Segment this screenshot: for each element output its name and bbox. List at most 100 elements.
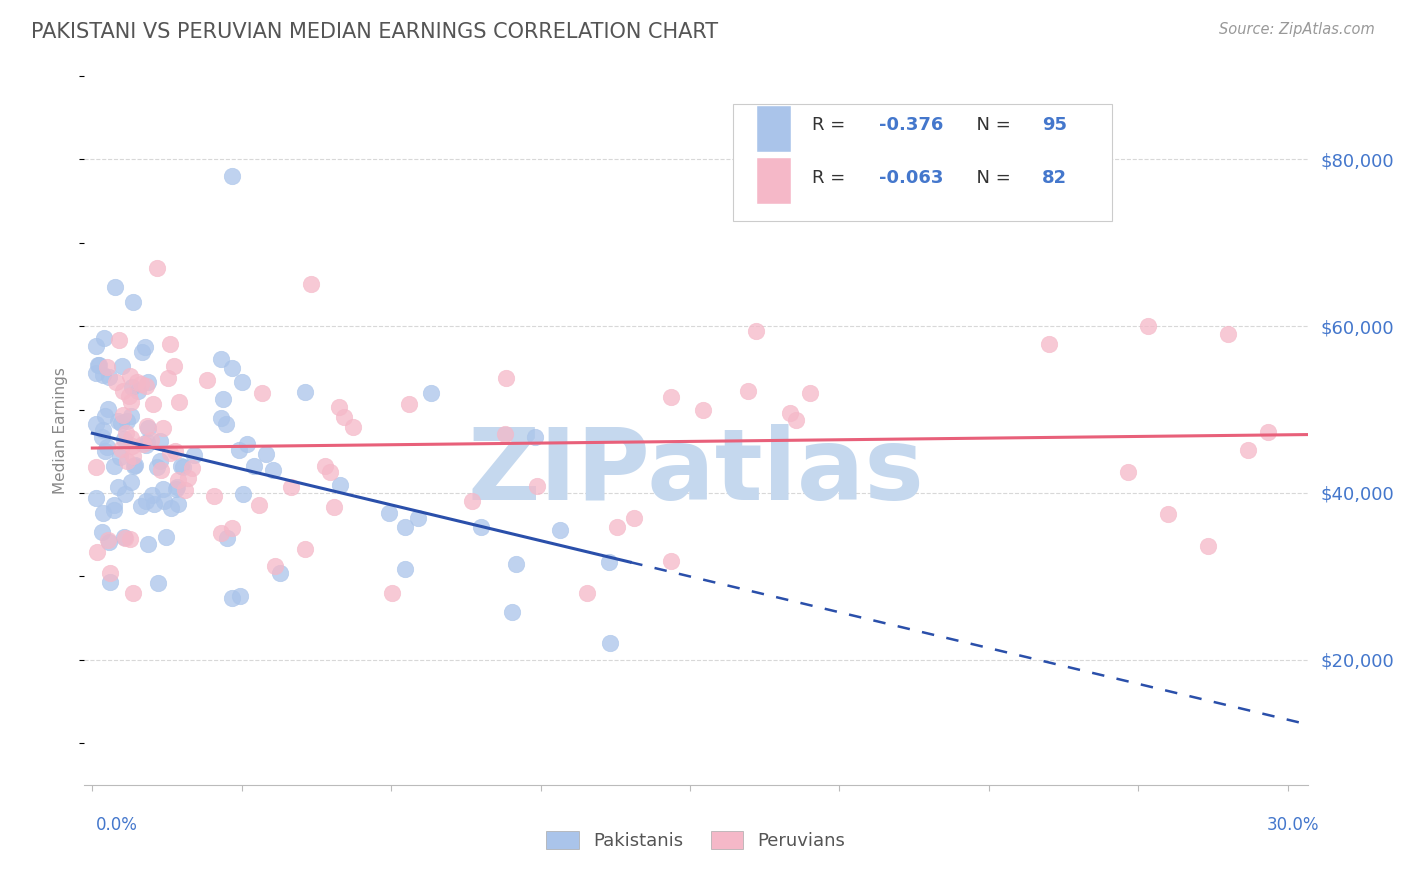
Text: 30.0%: 30.0% [1267, 816, 1319, 834]
Text: N =: N = [965, 116, 1017, 134]
Point [228, 589, 250, 603]
Point [160, 501, 183, 516]
Point [89, 358, 111, 372]
Point [323, 500, 346, 514]
Point [470, 520, 492, 534]
Point [163, 359, 186, 373]
Point [149, 434, 172, 448]
Point [195, 373, 218, 387]
Text: -0.376: -0.376 [880, 116, 943, 134]
Point [247, 498, 270, 512]
Point [111, 359, 134, 373]
Point [114, 486, 136, 500]
Point [121, 380, 143, 394]
Point [110, 416, 132, 430]
Point [243, 458, 266, 473]
Point [108, 333, 131, 347]
Point [692, 403, 714, 417]
Point [398, 397, 420, 411]
Point [97, 402, 120, 417]
Point [785, 413, 807, 427]
Point [136, 435, 159, 450]
FancyBboxPatch shape [758, 159, 792, 204]
Point [169, 395, 191, 409]
Point [420, 385, 443, 400]
Point [152, 482, 174, 496]
Point [599, 636, 621, 650]
Point [174, 483, 197, 498]
Point [505, 558, 527, 572]
Point [1197, 540, 1219, 554]
Point [115, 453, 138, 467]
Point [159, 337, 181, 351]
Point [606, 519, 628, 533]
Point [799, 385, 821, 400]
Point [93, 330, 115, 344]
Point [209, 525, 232, 540]
Point [214, 417, 236, 432]
Point [495, 371, 517, 385]
Point [87, 358, 110, 372]
Point [135, 379, 157, 393]
Point [177, 471, 200, 485]
Point [97, 533, 120, 548]
Point [202, 489, 225, 503]
Point [118, 369, 141, 384]
Point [167, 474, 190, 488]
Point [269, 566, 291, 581]
Point [139, 434, 162, 448]
Point [141, 487, 163, 501]
Point [110, 442, 132, 456]
Point [155, 530, 177, 544]
Point [575, 586, 598, 600]
Point [135, 438, 157, 452]
Point [460, 494, 482, 508]
Point [254, 447, 277, 461]
Point [86, 366, 108, 380]
Point [103, 458, 125, 473]
Point [143, 497, 166, 511]
Point [146, 576, 169, 591]
Point [548, 523, 571, 537]
Point [122, 458, 145, 473]
Point [103, 503, 125, 517]
Point [209, 411, 232, 425]
Point [231, 376, 253, 390]
Point [122, 449, 145, 463]
Point [86, 339, 108, 353]
Point [94, 444, 117, 458]
Point [94, 409, 117, 424]
Point [112, 432, 135, 446]
Point [314, 458, 336, 473]
Point [170, 459, 193, 474]
Text: PAKISTANI VS PERUVIAN MEDIAN EARNINGS CORRELATION CHART: PAKISTANI VS PERUVIAN MEDIAN EARNINGS CO… [31, 22, 718, 42]
Point [328, 401, 350, 415]
Point [136, 421, 159, 435]
Point [112, 384, 135, 399]
Point [136, 537, 159, 551]
Point [301, 277, 323, 292]
Point [329, 478, 352, 492]
Point [114, 532, 136, 546]
Point [86, 417, 108, 431]
Point [221, 520, 243, 534]
Point [127, 384, 149, 399]
Point [294, 542, 316, 557]
Point [104, 375, 127, 389]
Point [598, 555, 620, 569]
Point [181, 461, 204, 475]
Point [342, 420, 364, 434]
Point [294, 385, 316, 400]
Text: 95: 95 [1042, 116, 1067, 134]
Point [1257, 425, 1279, 439]
Point [104, 280, 127, 294]
Point [659, 554, 682, 568]
Point [107, 414, 129, 428]
Point [163, 443, 186, 458]
Point [91, 506, 114, 520]
Point [98, 566, 121, 581]
Point [120, 475, 142, 489]
Point [91, 424, 114, 438]
Point [111, 408, 134, 422]
Point [142, 397, 165, 411]
